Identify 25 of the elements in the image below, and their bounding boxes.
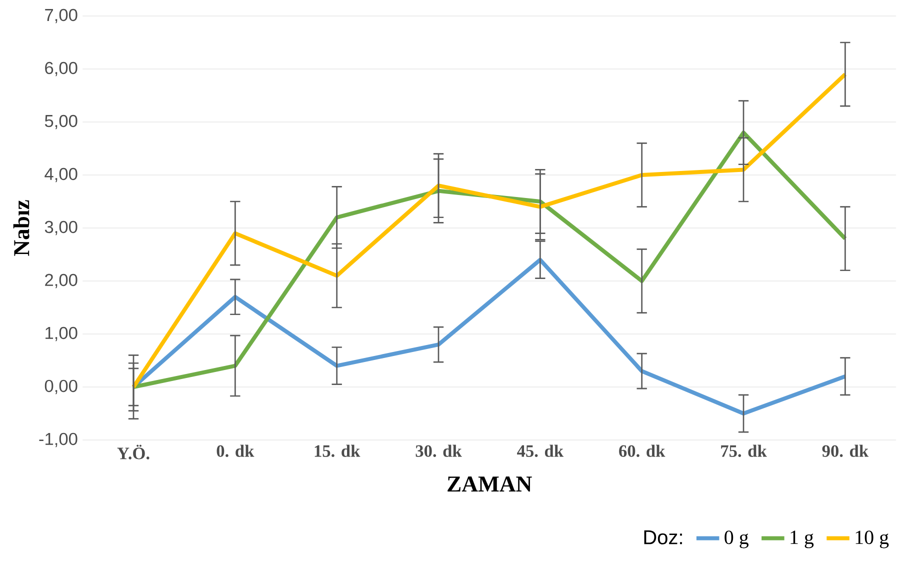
x-tick-label: 15. dk — [314, 444, 360, 457]
line-series — [132, 72, 848, 389]
y-tick-label: -1,00 — [39, 432, 78, 447]
x-tick-label: 0. dk — [216, 444, 254, 457]
y-tick-label: 1,00 — [46, 326, 78, 341]
legend-label: 0 g — [724, 530, 748, 548]
legend-label: 1 g — [790, 530, 814, 548]
x-tick-label: 60. dk — [619, 444, 666, 457]
y-tick-label: 6,00 — [45, 62, 78, 76]
legend-label: 10 g — [856, 530, 889, 548]
y-tick-label: 3,00 — [44, 220, 78, 235]
x-tick-label: 45. dk — [517, 444, 564, 457]
line-series — [132, 130, 848, 389]
x-tick-label: 90. dk — [822, 444, 869, 457]
x-tick-label: Y.Ö. — [117, 444, 150, 460]
x-tick-label: 30. dk — [416, 444, 462, 457]
y-axis-title: Nabız — [13, 200, 30, 256]
x-axis-title: ZAMAN — [448, 476, 532, 492]
y-tick-label: 0,00 — [44, 380, 78, 394]
y-tick-label: 4,00 — [44, 168, 78, 182]
x-tick-label: 75. dk — [721, 444, 767, 457]
legend-title: Doz: — [644, 530, 682, 544]
y-tick-label: 7,00 — [45, 8, 78, 23]
y-tick-label: 2,00 — [45, 274, 78, 288]
y-tick-label: 5,00 — [44, 114, 78, 129]
